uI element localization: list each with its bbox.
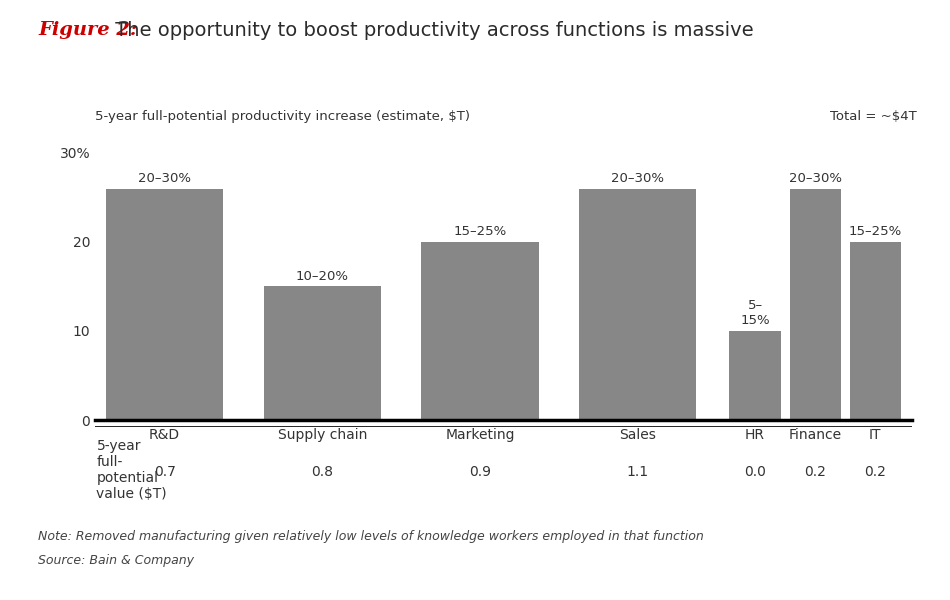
Text: Note: Removed manufacturing given relatively low levels of knowledge workers emp: Note: Removed manufacturing given relati…: [38, 530, 704, 543]
Text: The opportunity to boost productivity across functions is massive: The opportunity to boost productivity ac…: [109, 21, 754, 40]
Text: Total = ~$4T: Total = ~$4T: [830, 110, 917, 123]
Bar: [730, 331, 781, 420]
Text: 10–20%: 10–20%: [295, 270, 349, 283]
Text: 5–
15%: 5– 15%: [740, 299, 770, 328]
Text: 0.8: 0.8: [312, 465, 333, 479]
Bar: [849, 242, 901, 420]
Text: 20–30%: 20–30%: [611, 172, 664, 185]
Text: 15–25%: 15–25%: [848, 226, 902, 238]
Text: 0.9: 0.9: [469, 465, 491, 479]
Text: Figure 2:: Figure 2:: [38, 21, 137, 39]
Text: 0.2: 0.2: [864, 465, 886, 479]
Text: 0.7: 0.7: [154, 465, 176, 479]
Bar: [422, 242, 539, 420]
Bar: [580, 188, 696, 420]
Text: Source: Bain & Company: Source: Bain & Company: [38, 554, 194, 567]
Bar: [264, 286, 381, 420]
Text: 5-year full-potential productivity increase (estimate, $T): 5-year full-potential productivity incre…: [95, 110, 470, 123]
Text: 15–25%: 15–25%: [453, 226, 506, 238]
Text: 1.1: 1.1: [627, 465, 649, 479]
Text: 5-year
full-
potential
value ($T): 5-year full- potential value ($T): [97, 439, 167, 501]
Text: 20–30%: 20–30%: [788, 172, 842, 185]
Text: 20–30%: 20–30%: [138, 172, 191, 185]
Text: 0.2: 0.2: [805, 465, 826, 479]
Bar: [106, 188, 223, 420]
Bar: [789, 188, 841, 420]
Text: 0.0: 0.0: [744, 465, 766, 479]
